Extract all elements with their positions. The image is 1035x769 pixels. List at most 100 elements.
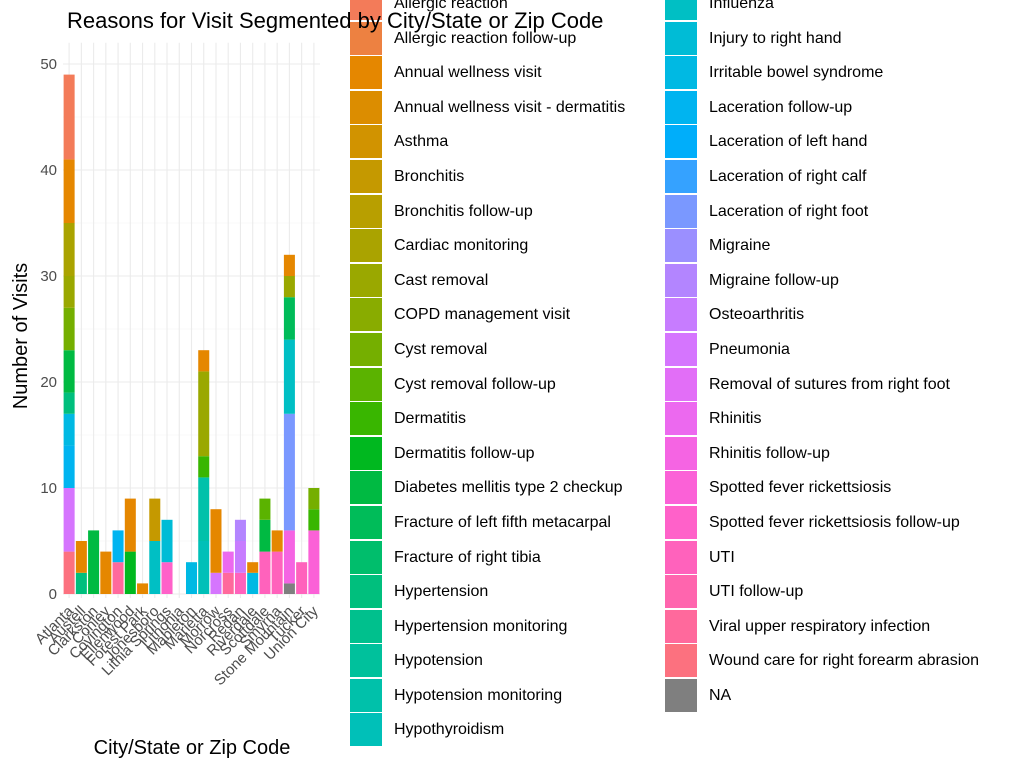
bar-segment bbox=[75, 572, 87, 594]
legend-label: Asthma bbox=[394, 133, 449, 151]
legend-swatch bbox=[665, 678, 697, 712]
bar-segment bbox=[63, 74, 75, 160]
bar-segment bbox=[161, 519, 173, 563]
legend-label: Injury to right hand bbox=[709, 29, 842, 47]
legend-label: COPD management visit bbox=[394, 306, 571, 324]
legend-label: Irritable bowel syndrome bbox=[709, 64, 884, 82]
bar-segment bbox=[75, 541, 87, 573]
legend-label: Spotted fever rickettsiosis follow-up bbox=[709, 513, 960, 531]
legend-swatch bbox=[665, 471, 697, 505]
legend-swatch bbox=[665, 159, 697, 193]
bar-segment bbox=[283, 583, 295, 594]
bar-segment bbox=[63, 413, 75, 446]
legend-label: Hypotension monitoring bbox=[394, 686, 563, 704]
legend-label: Bronchitis follow-up bbox=[394, 202, 533, 220]
legend-label: Influenza bbox=[709, 0, 774, 12]
bar-segment bbox=[198, 350, 210, 372]
legend-label: Laceration of left hand bbox=[709, 133, 868, 151]
legend-swatch bbox=[350, 194, 382, 228]
bar-segment bbox=[308, 509, 320, 531]
legend-swatch bbox=[665, 505, 697, 539]
legend-swatch bbox=[665, 402, 697, 436]
y-tick-label: 10 bbox=[40, 480, 57, 497]
legend-swatch bbox=[350, 229, 382, 263]
bar-segment bbox=[63, 159, 75, 223]
legend-swatch bbox=[350, 609, 382, 643]
legend-label: Cast removal bbox=[394, 271, 489, 289]
legend-swatch bbox=[665, 644, 697, 678]
bar-segment bbox=[88, 530, 100, 594]
legend-label: Allergic reaction follow-up bbox=[394, 29, 577, 47]
legend-swatch bbox=[350, 332, 382, 366]
bar-segment bbox=[283, 530, 295, 584]
y-tick-labels: 0 10 20 30 40 50 bbox=[40, 56, 57, 603]
bar-segment bbox=[161, 562, 173, 594]
legend-label: Cardiac monitoring bbox=[394, 237, 529, 255]
legend-label: Annual wellness visit bbox=[394, 64, 542, 82]
bar-segment bbox=[63, 350, 75, 393]
legend-label: Hypertension bbox=[394, 583, 489, 601]
legend-swatch bbox=[665, 90, 697, 124]
legend-swatch bbox=[665, 609, 697, 643]
bar-segment bbox=[210, 509, 222, 573]
bar-segment bbox=[259, 551, 271, 594]
bar-segment bbox=[308, 488, 320, 510]
bar-segment bbox=[63, 445, 75, 488]
legend-swatch bbox=[665, 436, 697, 470]
legend-swatch bbox=[350, 56, 382, 90]
bar-segment bbox=[198, 541, 210, 594]
grid-lines bbox=[63, 42, 320, 598]
bar-segment bbox=[63, 307, 75, 351]
bar-segment bbox=[222, 551, 234, 573]
legend-label: UTI follow-up bbox=[709, 583, 804, 601]
bar-segment bbox=[185, 562, 198, 594]
bar-segment bbox=[63, 276, 75, 308]
legend-swatch bbox=[665, 21, 697, 55]
legend-label: Laceration of right foot bbox=[709, 202, 869, 220]
bar-segment bbox=[234, 541, 246, 573]
legend-swatch bbox=[665, 263, 697, 297]
bar-segment bbox=[271, 551, 283, 594]
bar-segment bbox=[124, 498, 136, 552]
legend-label: Dermatitis bbox=[394, 410, 467, 428]
legend-swatch bbox=[350, 540, 382, 574]
y-tick-label: 50 bbox=[40, 56, 57, 73]
legend-label: Hypothyroidism bbox=[394, 721, 505, 739]
legend-label: Removal of sutures from right foot bbox=[709, 375, 950, 393]
legend-label: Spotted fever rickettsiosis bbox=[709, 479, 892, 497]
legend-swatch bbox=[350, 90, 382, 124]
x-tick-labels: AtlantaAustellClarkstonConleyCovingtonEl… bbox=[32, 602, 322, 689]
legend-swatch bbox=[350, 298, 382, 332]
bar-segment bbox=[63, 488, 75, 552]
legend-label: Pneumonia bbox=[709, 340, 790, 358]
bar-segment bbox=[283, 413, 295, 531]
bar-segment bbox=[234, 519, 246, 541]
legend-label: Laceration of right calf bbox=[709, 167, 867, 185]
legend-label: Rhinitis bbox=[709, 410, 762, 428]
legend-swatch bbox=[350, 263, 382, 297]
legend-label: Migraine bbox=[709, 237, 771, 255]
legend-swatch bbox=[350, 21, 382, 55]
bar-segment bbox=[222, 572, 234, 594]
bar-segment bbox=[259, 498, 271, 520]
bar-segment bbox=[149, 498, 161, 541]
legend-label: Diabetes mellitis type 2 checkup bbox=[394, 479, 623, 497]
bar-segment bbox=[283, 254, 295, 276]
bar-segment bbox=[149, 541, 161, 594]
legend-swatch bbox=[350, 678, 382, 712]
stacked-bars bbox=[63, 74, 320, 594]
bar-segment bbox=[283, 276, 295, 298]
bar-segment bbox=[247, 572, 259, 594]
legend-swatch bbox=[350, 713, 382, 747]
legend-label: Dermatitis follow-up bbox=[394, 444, 535, 462]
x-axis-title: City/State or Zip Code bbox=[94, 737, 291, 759]
y-axis-title: Number of Visits bbox=[10, 263, 32, 409]
legend-swatch bbox=[665, 332, 697, 366]
legend-swatch bbox=[665, 125, 697, 159]
y-tick-label: 20 bbox=[40, 374, 57, 391]
legend-label: Osteoarthritis bbox=[709, 306, 805, 324]
legend-swatch bbox=[350, 0, 382, 20]
legend-swatch bbox=[665, 298, 697, 332]
y-tick-label: 30 bbox=[40, 268, 57, 285]
